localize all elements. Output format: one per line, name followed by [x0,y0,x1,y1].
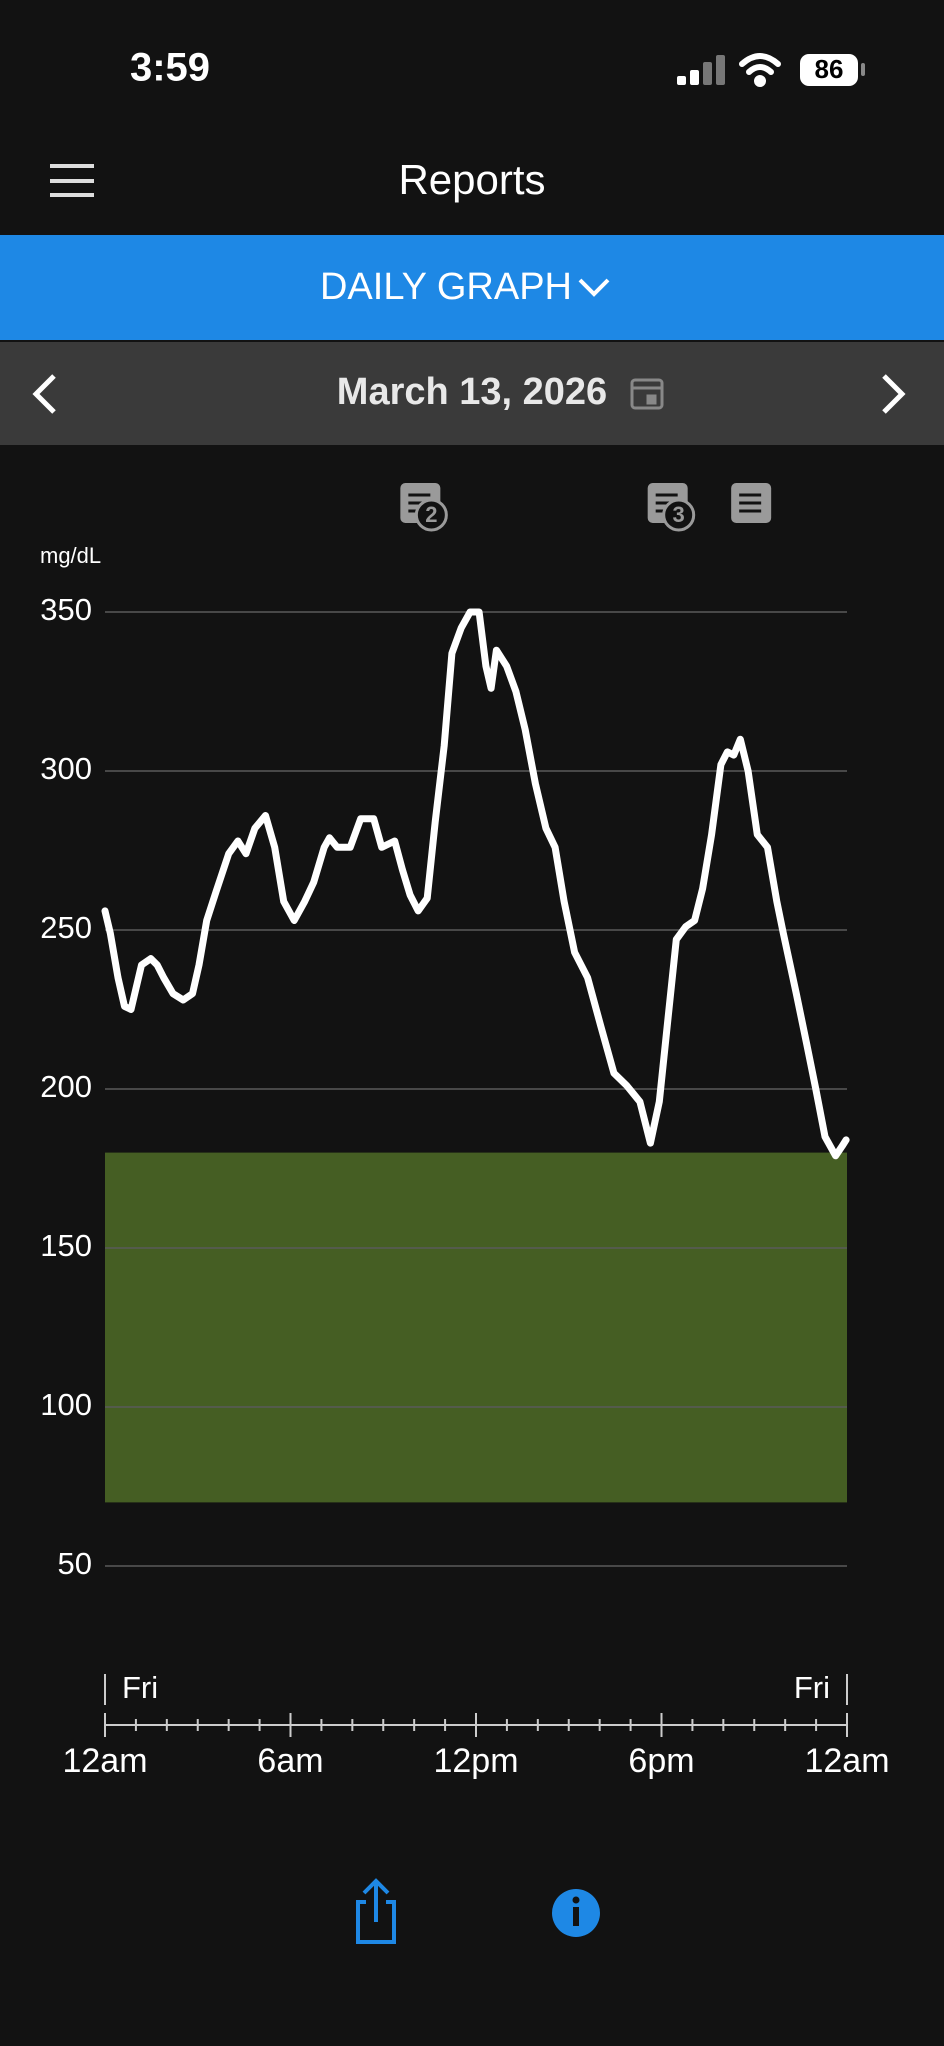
view-selector[interactable] [0,235,944,340]
glucose-line [101,608,850,1160]
y-tick-label: 50 [58,1546,92,1581]
status-time: 3:59 [130,46,210,90]
x-tick-label: 12pm [433,1742,518,1780]
y-tick-label: 250 [40,910,92,945]
signal-icon [677,55,725,85]
target-range [105,1152,847,1503]
note-count-badge [662,498,696,532]
x-tick-label: 6pm [628,1742,694,1780]
dropdown-chevron[interactable] [578,278,610,297]
y-tick-label: 200 [40,1069,92,1104]
view-label[interactable]: DAILY GRAPH [320,266,572,308]
note-count: 2 [425,502,437,527]
y-tick-label: 150 [40,1228,92,1263]
date-bar [0,342,944,445]
note-count: 3 [673,502,685,527]
info-button[interactable] [552,1889,600,1937]
calendar-icon[interactable] [630,378,664,410]
battery-icon [800,54,858,86]
share-button[interactable] [356,1878,396,1944]
header-title: Reports [398,156,545,203]
day-label: Fri [794,1670,830,1705]
battery-tip [861,63,865,76]
x-tick-label: 12am [804,1742,889,1780]
battery-level: 86 [815,54,844,84]
prev-day[interactable] [32,374,56,414]
day-label: Fri [122,1670,158,1705]
y-tick-label: 300 [40,751,92,786]
menu-button[interactable] [50,164,94,197]
x-tick-label: 6am [257,1742,323,1780]
y-unit: mg/dL [40,543,101,568]
x-tick-label: 12am [62,1742,147,1780]
y-tick-label: 100 [40,1387,92,1422]
date-label: March 13, 2026 [337,371,607,413]
next-day[interactable] [882,374,906,414]
chart: 50 100 150 200 250 300 350 12am 6am 12pm 6pm 12am Fr… [40,483,890,1780]
note-count-badge [414,498,448,532]
y-tick-label: 350 [40,592,92,627]
wifi-icon [739,53,781,87]
